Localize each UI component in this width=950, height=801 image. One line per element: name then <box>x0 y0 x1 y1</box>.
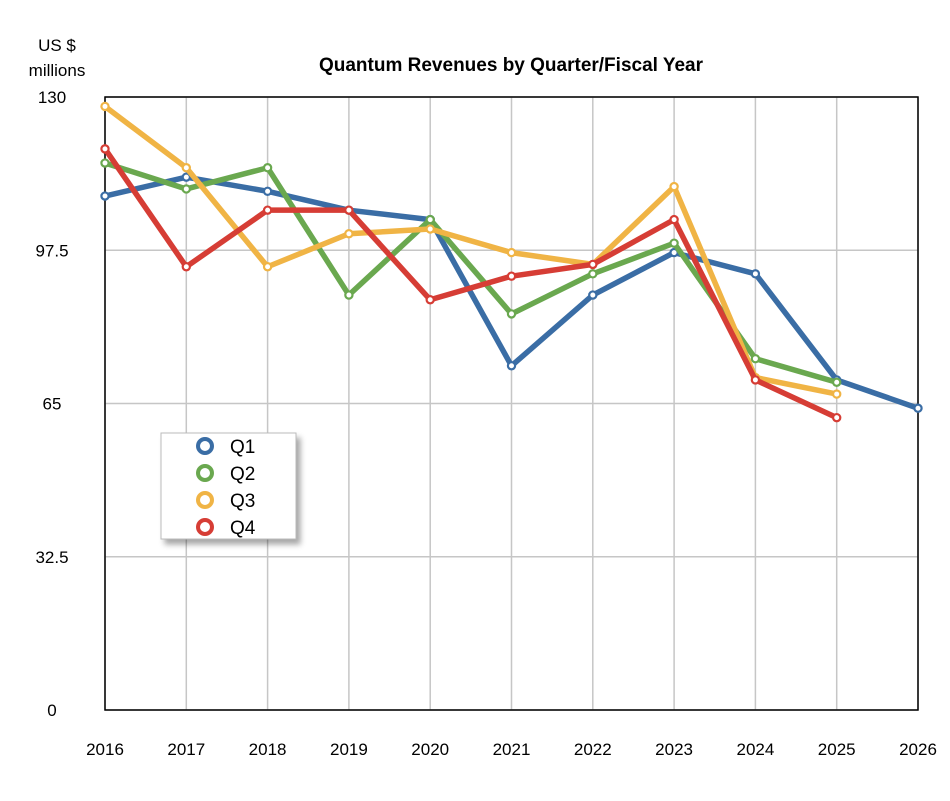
x-axis-ticks: 2016 2017 2018 2019 2020 2021 2022 2023 2024 2025… <box>86 740 937 759</box>
data-point <box>506 271 517 281</box>
data-point <box>425 214 435 225</box>
x-tick-label: 2016 <box>86 740 124 759</box>
data-point <box>100 158 110 168</box>
legend-label: Q2 <box>230 464 255 485</box>
series-line <box>102 160 840 386</box>
x-tick-label: 2020 <box>411 740 449 759</box>
series-q4 <box>100 144 842 423</box>
data-point <box>262 205 273 215</box>
legend-label: Q3 <box>230 491 255 512</box>
data-point <box>913 403 923 413</box>
data-point <box>750 269 761 279</box>
x-tick-label: 2021 <box>493 740 531 759</box>
legend-box <box>160 432 297 540</box>
data-point <box>425 224 435 234</box>
data-point <box>506 361 517 371</box>
data-point <box>181 172 191 182</box>
series-q2 <box>100 158 842 387</box>
legend-item: Q2 <box>196 464 255 485</box>
series-line <box>102 103 840 397</box>
legend-label: Q4 <box>230 518 256 539</box>
y-tick-label: 32.5 <box>35 548 68 567</box>
x-tick-label: 2019 <box>330 740 368 759</box>
legend-label: Q1 <box>230 437 255 458</box>
data-point <box>262 163 273 173</box>
legend-item: Q1 <box>196 437 255 458</box>
data-point <box>506 309 517 319</box>
data-point <box>588 290 598 300</box>
x-tick-label: 2022 <box>574 740 612 759</box>
chart-title: Quantum Revenues by Quarter/Fiscal Year <box>319 55 704 76</box>
y-tick-label: 65 <box>43 395 62 414</box>
y-axis-unit-line-2: millions <box>29 61 86 80</box>
data-point <box>750 375 761 385</box>
legend-marker <box>196 464 214 482</box>
y-axis-ticks: 0 32.5 65 97.5 130 <box>35 88 68 720</box>
data-point <box>425 295 435 305</box>
data-point <box>669 238 679 248</box>
data-point <box>100 144 110 154</box>
data-point <box>181 184 191 194</box>
x-tick-label: 2025 <box>818 740 856 759</box>
legend-marker <box>196 491 214 509</box>
y-tick-label: 97.5 <box>35 241 68 260</box>
x-tick-label: 2023 <box>655 740 693 759</box>
legend: Q1 Q2 Q3 Q4 <box>160 432 297 540</box>
data-point <box>750 354 761 364</box>
legend-items: Q1 Q2 Q3 Q4 <box>196 437 256 539</box>
data-point <box>100 191 110 201</box>
data-point <box>344 229 354 239</box>
data-point <box>832 412 842 423</box>
data-point <box>588 259 598 270</box>
data-point <box>669 214 679 225</box>
x-tick-label: 2018 <box>249 740 287 759</box>
y-tick-label: 130 <box>38 88 66 107</box>
legend-item: Q3 <box>196 491 255 512</box>
data-point <box>506 247 517 258</box>
series-line <box>102 146 840 421</box>
data-point <box>262 262 273 272</box>
x-tick-label: 2017 <box>167 740 205 759</box>
data-point <box>669 181 679 192</box>
data-point <box>588 269 598 279</box>
data-point <box>181 163 191 173</box>
plot-frame <box>104 96 919 711</box>
x-tick-label: 2024 <box>736 740 774 759</box>
legend-marker <box>196 437 214 455</box>
legend-item: Q4 <box>196 518 256 539</box>
legend-marker <box>196 518 214 536</box>
data-point <box>832 389 842 399</box>
grid <box>104 96 919 711</box>
data-point <box>344 290 354 300</box>
x-tick-label: 2026 <box>899 740 937 759</box>
series-layer <box>100 101 923 423</box>
data-point <box>262 186 273 197</box>
data-point <box>100 101 110 112</box>
data-point <box>344 205 354 215</box>
y-axis-unit-line-1: US $ <box>38 36 76 55</box>
data-point <box>832 377 842 387</box>
data-point <box>181 262 191 272</box>
y-tick-label: 0 <box>47 701 56 720</box>
